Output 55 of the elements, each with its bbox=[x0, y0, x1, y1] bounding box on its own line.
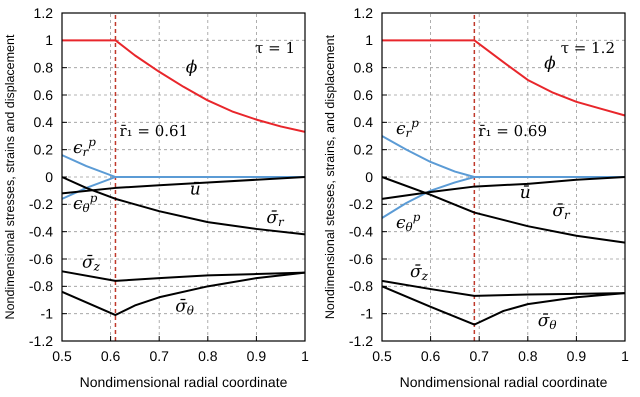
y-tick-label: -1.2 bbox=[28, 332, 54, 349]
series-label: σ̄$_{θ}$ bbox=[175, 296, 194, 318]
x-axis-title: Nondimensional radial coordinate bbox=[80, 374, 288, 390]
x-tick-label: 0.8 bbox=[198, 348, 218, 364]
y-tick-label: 0.2 bbox=[354, 142, 374, 158]
annotation: τ = 1.2 bbox=[560, 39, 615, 57]
series-label: ϕ bbox=[544, 53, 556, 74]
y-tick-label: 0.2 bbox=[34, 142, 54, 158]
x-tick-label: 1 bbox=[621, 348, 630, 364]
y-tick-label: -0.8 bbox=[28, 278, 54, 294]
y-tick-label: 0.8 bbox=[34, 60, 54, 76]
x-tick-label: 0.6 bbox=[100, 348, 121, 364]
y-tick-label: 0.8 bbox=[354, 60, 374, 76]
y-tick-label: -1 bbox=[360, 306, 374, 322]
y-tick-label: -0.2 bbox=[28, 196, 54, 212]
series-label: ϕ bbox=[186, 57, 198, 78]
series-label: σ̄$_{r}$ bbox=[552, 200, 572, 222]
y-tick-label: -0.6 bbox=[28, 250, 54, 267]
y-tick-label: 1.2 bbox=[34, 4, 54, 21]
series-label: σ̄$_{r}$ bbox=[266, 208, 286, 229]
ref-line-label: r̄₁ = 0.61 bbox=[119, 122, 188, 140]
y-tick-label: 0.4 bbox=[34, 114, 54, 130]
x-tick-label: 0.6 bbox=[420, 348, 441, 364]
series-label: σ̄$_{θ}$ bbox=[538, 311, 557, 332]
y-tick-label: -0.6 bbox=[348, 250, 374, 267]
x-tick-label: 0.5 bbox=[372, 348, 392, 364]
y-tick-label: -0.4 bbox=[28, 224, 54, 240]
series-label: σ̄$_{z}$ bbox=[410, 262, 429, 283]
y-tick-label: -0.2 bbox=[348, 196, 374, 212]
x-tick-label: 0.8 bbox=[518, 348, 538, 364]
y-axis-title: Nondimensional stresses, strains and displacement bbox=[3, 34, 17, 320]
series-label: σ̄$_{z}$ bbox=[82, 252, 101, 274]
y-tick-label: 1 bbox=[45, 32, 54, 48]
series-label: ū bbox=[520, 182, 531, 203]
y-tick-label: -0.8 bbox=[348, 278, 374, 294]
x-tick-label: 0.9 bbox=[566, 348, 586, 364]
y-tick-label: 0.4 bbox=[354, 114, 374, 130]
y-tick-label: 0 bbox=[45, 168, 54, 185]
y-tick-label: -0.4 bbox=[348, 224, 374, 240]
y-tick-label: 0.6 bbox=[354, 86, 374, 103]
y-tick-label: 1 bbox=[365, 32, 374, 48]
x-axis-title: Nondimensional radial coordinate bbox=[400, 374, 608, 390]
y-tick-label: 0 bbox=[365, 168, 374, 185]
y-tick-label: -1 bbox=[40, 306, 54, 322]
y-axis-title: Nondimensional stesses, strains, and displacement bbox=[323, 34, 337, 320]
x-tick-label: 0.5 bbox=[52, 348, 72, 364]
x-tick-label: 0.7 bbox=[469, 348, 490, 364]
ref-line-label: r̄₁ = 0.69 bbox=[478, 122, 548, 140]
x-tick-label: 0.7 bbox=[149, 348, 170, 364]
annotation: τ = 1 bbox=[255, 39, 295, 57]
y-tick-label: 0.6 bbox=[34, 86, 54, 103]
y-tick-label: -1.2 bbox=[348, 332, 374, 349]
y-tick-label: 1.2 bbox=[354, 4, 374, 21]
x-tick-label: 0.9 bbox=[246, 348, 266, 364]
x-tick-label: 1 bbox=[301, 348, 310, 364]
